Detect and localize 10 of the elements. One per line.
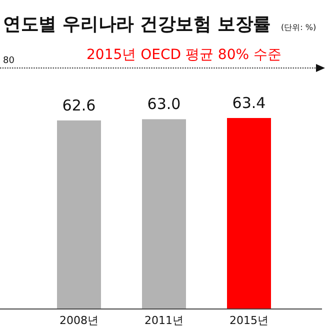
x-tick-label: 2008년	[60, 314, 98, 327]
x-tick-label: 2015년	[230, 314, 268, 327]
chart-title: 연도별 우리나라 건강보험 보장률	[3, 14, 274, 35]
data-label: 62.6	[62, 96, 96, 114]
annotation: 80	[3, 56, 15, 66]
chart-subtitle: (단위: %)	[281, 23, 316, 32]
data-label: 63.4	[232, 94, 266, 112]
x-tick-label: 2011년	[144, 314, 184, 327]
ref-line-label: 2015년 OECD 평균 80% 수준	[86, 47, 282, 63]
data-label: 63.0	[147, 95, 181, 114]
